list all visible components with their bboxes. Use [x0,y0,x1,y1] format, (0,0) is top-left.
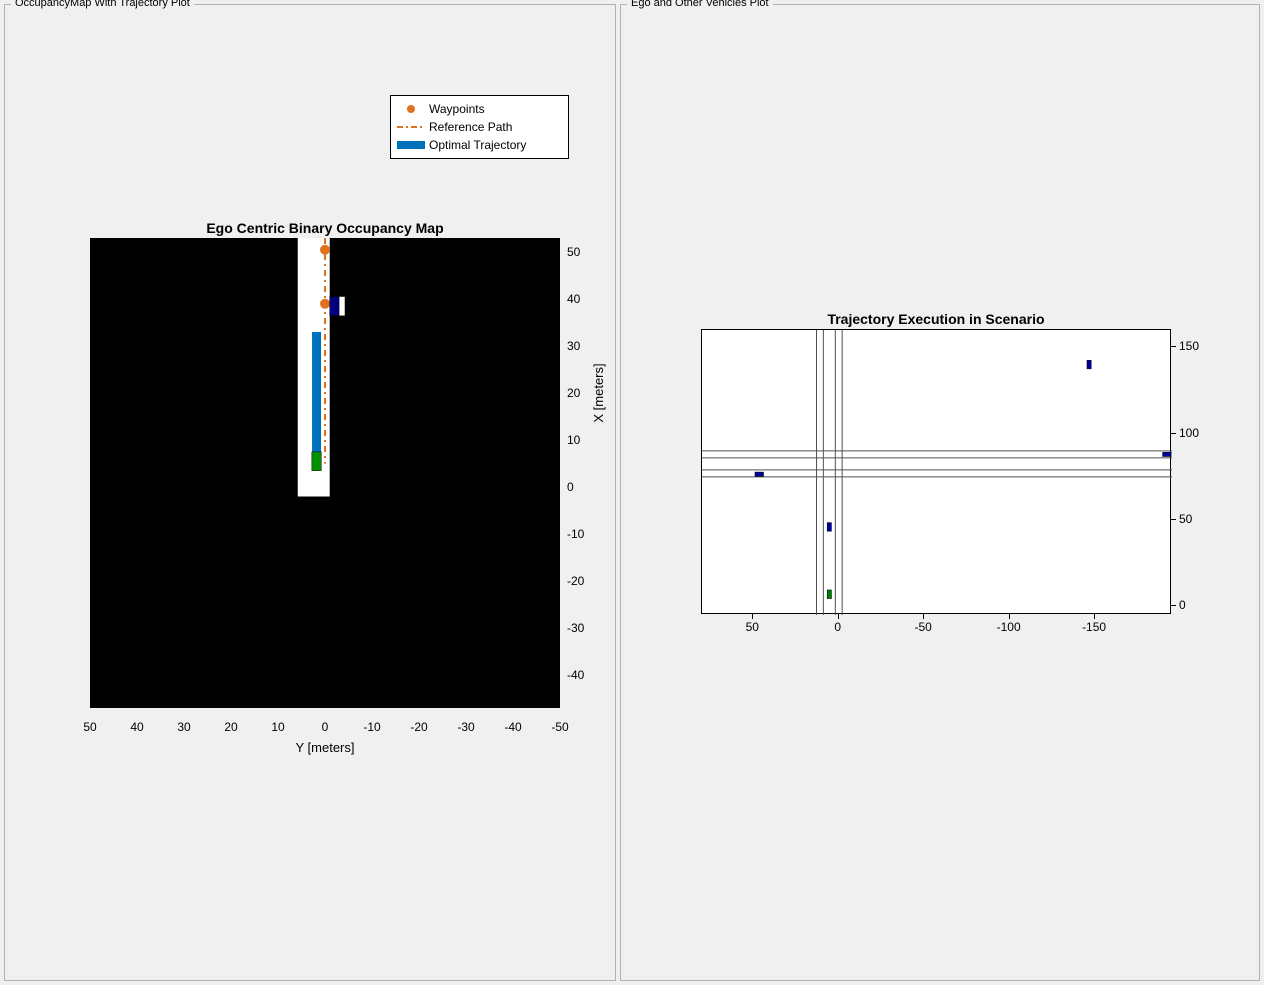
tick-label: -10 [567,527,597,541]
tick-label: -20 [404,720,434,734]
occupancy-svg [90,238,560,708]
tick-label: 50 [732,620,772,634]
tick-label: -30 [567,621,597,635]
tick-label: 30 [169,720,199,734]
tick-label: -30 [451,720,481,734]
tick-label: -50 [545,720,575,734]
right-chart-title: Trajectory Execution in Scenario [701,311,1171,327]
legend-label: Optimal Trajectory [429,138,526,152]
legend: Waypoints Reference Path Optimal Trajector… [390,95,569,159]
legend-label: Waypoints [429,102,485,116]
obstacle-vehicle [330,297,339,316]
scenario-svg [702,330,1172,615]
right-panel-title: Ego and Other Vehicles Plot [627,0,773,9]
legend-item: Optimal Trajectory [397,136,562,154]
left-chart-title: Ego Centric Binary Occupancy Map [90,220,560,236]
occupancy-plot-area [90,238,560,708]
legend-label: Reference Path [429,120,512,134]
legend-item: Reference Path [397,118,562,136]
scenario-plot-area [701,329,1171,614]
vehicles [755,360,1171,598]
legend-item: Waypoints [397,100,562,118]
tick-label: -40 [498,720,528,734]
tick-label: 150 [1179,339,1219,353]
tick-label: 0 [567,480,597,494]
tick-label: -40 [567,668,597,682]
right-panel: Ego and Other Vehicles Plot Trajectory E… [620,4,1260,981]
tick-label: 0 [310,720,340,734]
tick-label: 30 [567,339,597,353]
tick-label: -150 [1074,620,1114,634]
tick-label: 50 [75,720,105,734]
road-lines [702,330,1172,615]
tick-label: 40 [122,720,152,734]
tick-label: 50 [1179,512,1219,526]
tick-label: 10 [263,720,293,734]
tick-label: -10 [357,720,387,734]
tick-label: 0 [1179,598,1219,612]
tick-label: 100 [1179,426,1219,440]
tick-label: 40 [567,292,597,306]
tick-label: 20 [216,720,246,734]
tick-label: 50 [567,245,597,259]
left-y-axis-label: X [meters] [591,353,606,433]
left-x-axis-label: Y [meters] [90,740,560,755]
ego-vehicle [312,452,321,471]
tick-label: 0 [818,620,858,634]
legend-swatch [397,120,425,134]
tick-label: -100 [989,620,1029,634]
tick-label: -50 [903,620,943,634]
tick-label: -20 [567,574,597,588]
tick-label: 10 [567,433,597,447]
left-panel: OccupancyMap With Trajectory Plot Ego Ce… [4,4,616,981]
legend-swatch [397,102,425,116]
left-panel-title: OccupancyMap With Trajectory Plot [11,0,194,9]
legend-swatch [397,138,425,152]
